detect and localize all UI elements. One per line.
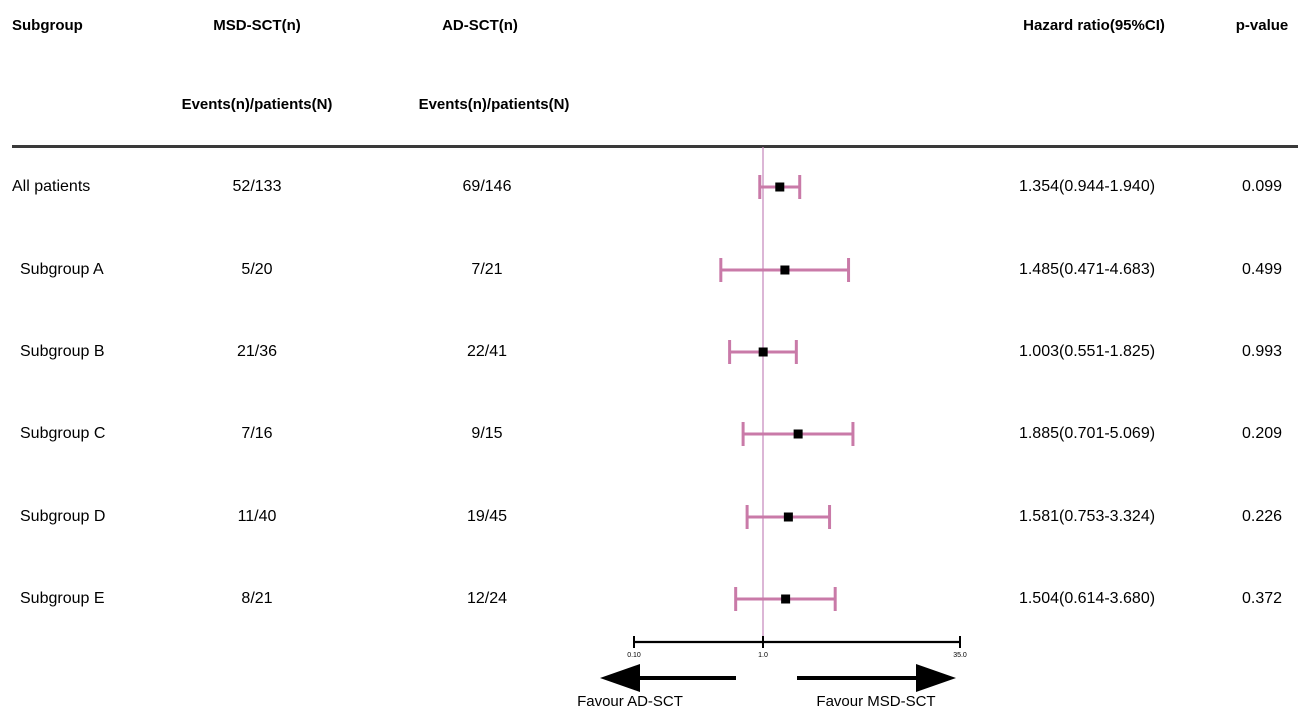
hr-marker	[793, 429, 803, 439]
favour-msd-label: Favour MSD-SCT	[816, 693, 936, 710]
row-msd-value: 52/133	[232, 178, 282, 195]
row-ad-value: 19/45	[466, 508, 508, 525]
row-p-value: 0.099	[1241, 178, 1283, 195]
hr-marker	[781, 594, 791, 604]
tick-label-mid: 1.0	[758, 652, 768, 659]
hr-marker	[780, 265, 790, 275]
row-ad-value: 69/146	[462, 178, 512, 195]
row-msd-value: 21/36	[236, 343, 278, 360]
tick-label-high: 35.0	[953, 652, 967, 659]
row-hr-text: 1.504(0.614-3.680)	[1018, 590, 1156, 607]
header-msd-sub: Events(n)/patients(N)	[181, 96, 333, 113]
row-p-value: 0.372	[1241, 590, 1283, 607]
tick-label-low: 0.10	[627, 652, 641, 659]
row-msd-value: 5/20	[241, 261, 273, 278]
row-hr-text: 1.485(0.471-4.683)	[1018, 261, 1156, 278]
row-label: Subgroup D	[20, 508, 106, 525]
favour-ad-label: Favour AD-SCT	[577, 693, 683, 710]
row-label: Subgroup C	[20, 425, 106, 442]
row-label: Subgroup E	[20, 590, 105, 607]
row-p-value: 0.226	[1241, 508, 1283, 525]
header-msd: MSD-SCT(n)	[213, 17, 301, 34]
hr-marker	[775, 182, 785, 192]
row-hr-text: 1.003(0.551-1.825)	[1018, 343, 1156, 360]
row-p-value: 0.209	[1241, 425, 1283, 442]
header-divider	[12, 145, 1298, 148]
row-label: Subgroup A	[20, 261, 104, 278]
hr-marker	[758, 347, 768, 357]
row-hr-text: 1.885(0.701-5.069)	[1018, 425, 1156, 442]
header-p-value: p-value	[1235, 17, 1289, 34]
favour-msd-arrow-head	[916, 664, 956, 692]
row-ad-value: 7/21	[471, 261, 503, 278]
row-ad-value: 22/41	[466, 343, 508, 360]
header-subgroup: Subgroup	[12, 17, 83, 34]
row-ad-value: 12/24	[466, 590, 508, 607]
row-msd-value: 8/21	[241, 590, 273, 607]
row-label: Subgroup B	[20, 343, 105, 360]
header-ad-sub: Events(n)/patients(N)	[418, 96, 570, 113]
header-hazard-ratio: Hazard ratio(95%CI)	[1023, 17, 1165, 34]
row-msd-value: 11/40	[237, 508, 277, 525]
row-p-value: 0.499	[1241, 261, 1283, 278]
row-msd-value: 7/16	[241, 425, 273, 442]
row-p-value: 0.993	[1241, 343, 1283, 360]
hr-marker	[783, 512, 793, 522]
header-ad: AD-SCT(n)	[442, 17, 518, 34]
row-label: All patients	[12, 178, 91, 195]
favour-ad-arrow-head	[600, 664, 640, 692]
row-ad-value: 9/15	[471, 425, 503, 442]
row-hr-text: 1.581(0.753-3.324)	[1018, 508, 1156, 525]
row-hr-text: 1.354(0.944-1.940)	[1018, 178, 1156, 195]
